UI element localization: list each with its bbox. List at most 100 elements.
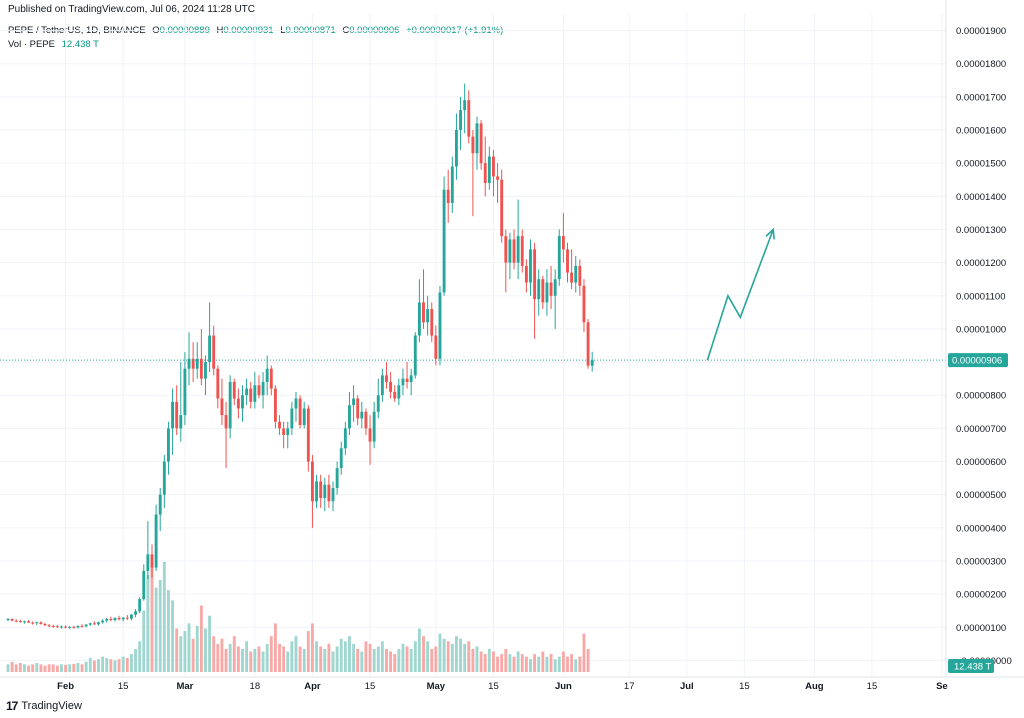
volume-bar (570, 654, 574, 672)
volume-bar (306, 631, 310, 672)
candle-body (475, 123, 479, 154)
candle-body (31, 622, 35, 624)
volume-bar (146, 574, 150, 672)
volume-bar (483, 654, 487, 672)
candle-body (331, 488, 335, 502)
candle-body (335, 468, 339, 489)
candle-body (14, 620, 18, 622)
x-tick-label: Se (936, 681, 948, 692)
candle-body (487, 156, 491, 184)
candle-body (286, 428, 290, 436)
candle-body (154, 514, 158, 568)
y-tick-label: 0.00000800 (956, 391, 1006, 402)
volume-bar (413, 641, 417, 672)
volume-bar (97, 659, 100, 672)
legend-volume-label[interactable]: Vol · PEPE (8, 39, 55, 50)
volume-bar (302, 648, 306, 672)
candle-body (113, 617, 117, 620)
candles (6, 83, 594, 629)
volume-bar (204, 628, 207, 672)
volume-bar (27, 665, 31, 672)
volume-bar (224, 648, 228, 672)
candle-body (241, 395, 244, 409)
volume-bar (372, 648, 376, 672)
candle-body (442, 189, 446, 293)
candle-body (142, 570, 146, 600)
x-tick-label: 18 (250, 681, 261, 692)
y-tick-label: 0.00001200 (956, 258, 1006, 269)
volume-bar (487, 648, 491, 672)
x-tick-label: Mar (176, 681, 193, 692)
candle-body (175, 401, 179, 429)
volume-badge (948, 659, 994, 673)
candle-body (265, 368, 269, 382)
candle-body (273, 388, 277, 422)
volume-bar (409, 648, 413, 672)
x-tick-label: Jul (680, 681, 694, 692)
candle-body (434, 335, 438, 359)
candle-body (520, 236, 524, 266)
volume-bar (529, 659, 532, 672)
volume-bar (101, 656, 105, 672)
candle-body (64, 626, 68, 628)
candle-body (27, 621, 31, 623)
candle-body (150, 554, 154, 568)
candle-body (393, 391, 397, 399)
candle-body (529, 249, 532, 283)
candle-body (450, 166, 454, 203)
y-tick-label: 0.00000300 (956, 556, 1006, 567)
projection-arrow[interactable] (706, 227, 775, 361)
candle-body (549, 282, 553, 296)
candle-body (426, 309, 430, 323)
candle-body (92, 623, 96, 625)
candle-body (512, 239, 516, 263)
candle-body (413, 335, 417, 376)
projection-arrow-path[interactable] (706, 229, 774, 361)
x-axis[interactable]: Feb 15 Mar 18 Apr 15 May 15 Jun 17 Jul 15 Aug 15 Se (0, 676, 1024, 692)
volume-bar (232, 636, 236, 672)
volume-bar (574, 659, 578, 672)
candle-body (524, 265, 528, 283)
candle-body (282, 428, 286, 436)
volume-bar (335, 646, 339, 672)
volume-bar (463, 643, 467, 672)
volume-bar (364, 641, 368, 672)
volume-bar (516, 651, 520, 672)
candle-body (541, 279, 545, 303)
volume-bar (92, 660, 96, 672)
y-tick-label: 0.00001500 (956, 159, 1006, 170)
y-axis[interactable]: −0.000000000.000001000.000002000.0000030… (945, 0, 1012, 677)
candle-body (364, 411, 368, 429)
volume-bar (393, 654, 397, 672)
volume-bar (113, 660, 117, 672)
volume-bar (162, 562, 166, 672)
volume-bar (496, 656, 500, 672)
candle-body (129, 614, 133, 619)
candle-body (463, 100, 467, 111)
volume-bar (557, 656, 561, 672)
volume-bar (405, 646, 409, 672)
candle-body (236, 398, 240, 409)
candle-body (43, 623, 47, 626)
candle-body (23, 621, 26, 623)
candle-body (162, 461, 166, 495)
volume-bar (368, 643, 372, 672)
volume-bar (578, 656, 582, 672)
candle-body (269, 368, 273, 389)
y-tick-label: 0.00001700 (956, 92, 1006, 103)
candle-body (446, 189, 450, 203)
y-tick-label: 0.00000700 (956, 424, 1006, 435)
volume-bar (508, 654, 512, 672)
candle-body (319, 481, 323, 498)
x-tick-label: 15 (488, 681, 499, 692)
candle-body (278, 421, 281, 429)
volume-bar (241, 648, 244, 672)
footer-brand[interactable]: 17 TradingView (6, 699, 82, 713)
candle-body (68, 626, 72, 628)
volume-bar (158, 579, 162, 672)
volume-bar (228, 643, 232, 672)
volume-bar (298, 646, 302, 672)
x-tick-label: Feb (57, 681, 74, 692)
volume-bar (179, 636, 183, 672)
